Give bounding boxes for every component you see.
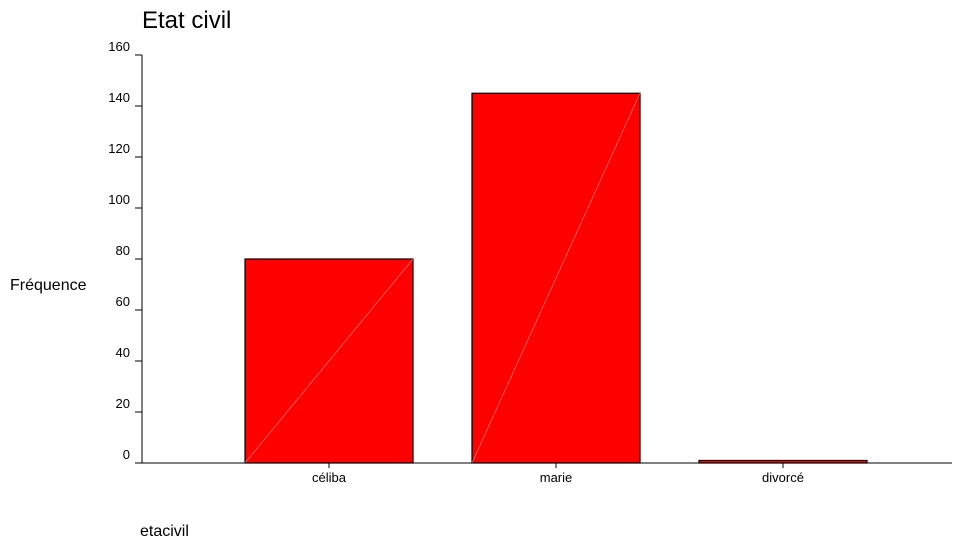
y-tick-label: 40 bbox=[116, 345, 130, 360]
x-axis-label: etacivil bbox=[140, 523, 189, 540]
bars-layer bbox=[244, 92, 868, 464]
y-tick-label: 0 bbox=[123, 447, 130, 462]
y-tick-label: 160 bbox=[108, 39, 130, 54]
x-category-label: céliba bbox=[312, 470, 347, 485]
x-category-label: divorcé bbox=[762, 470, 804, 485]
x-category-label: marie bbox=[540, 470, 573, 485]
chart-title: Etat civil bbox=[142, 7, 231, 34]
y-axis-label: Fréquence bbox=[10, 277, 87, 294]
y-ticks: 0 20 40 60 80 100 120 140 160 bbox=[108, 39, 142, 464]
y-tick-label: 20 bbox=[116, 396, 130, 411]
x-category-labels: céliba marie divorcé bbox=[312, 463, 804, 485]
y-tick-label: 140 bbox=[108, 90, 130, 105]
bar-diagonal bbox=[244, 258, 414, 464]
y-tick-label: 120 bbox=[108, 141, 130, 156]
y-tick-label: 80 bbox=[116, 243, 130, 258]
y-tick-label: 60 bbox=[116, 294, 130, 309]
bar-diagonal bbox=[471, 93, 641, 464]
y-tick-label: 100 bbox=[108, 192, 130, 207]
